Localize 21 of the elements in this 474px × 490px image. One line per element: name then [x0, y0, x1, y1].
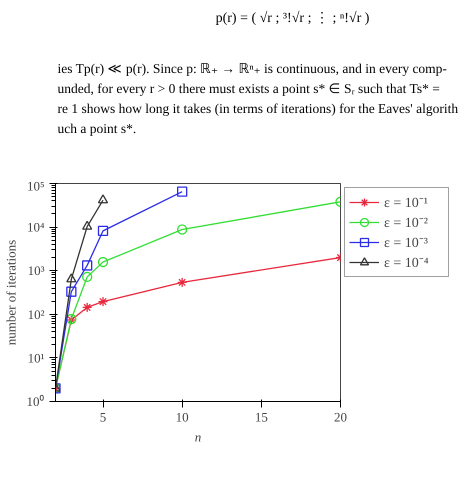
- text: ies Tp(r) ≪ p(r). Since p: ℝ₊ → ℝⁿ₊ is continuous, and in every comp-: [58, 61, 448, 76]
- x-tick-label: 15: [254, 410, 268, 424]
- x-tick-label: 5: [100, 410, 106, 424]
- legend-label: ε = 10⁻¹: [384, 195, 429, 212]
- text: re 1 shows how long it takes (in terms of iterations) for the Eaves' algorith: [58, 101, 458, 116]
- text: p(r) = ( √r ; ³!√r ; ⋮ ; ⁿ!√r ): [216, 10, 370, 26]
- legend-label: ε = 10⁻³: [384, 235, 429, 252]
- y-tick-label: 10³: [28, 263, 45, 278]
- y-tick-label: 10²: [28, 306, 45, 322]
- x-axis-title: n: [194, 430, 202, 444]
- y-tick-label: 10¹: [28, 350, 45, 366]
- legend-label: ε = 10⁻⁴: [384, 255, 430, 272]
- y-tick-label: 10⁵: [26, 178, 45, 194]
- y-axis-title: number of iterations: [4, 240, 18, 346]
- text: unded, for every r > 0 there must exists a point s* ∈ Sᵣ such that Ts* =: [58, 81, 440, 96]
- text: uch a point s*.: [58, 121, 136, 136]
- x-tick-label: 20: [334, 410, 347, 424]
- y-tick-label: 10⁰: [26, 394, 44, 409]
- y-tick-label: 10⁴: [26, 220, 45, 235]
- x-tick-label: 10: [176, 410, 189, 424]
- legend-label: ε = 10⁻²: [384, 215, 429, 232]
